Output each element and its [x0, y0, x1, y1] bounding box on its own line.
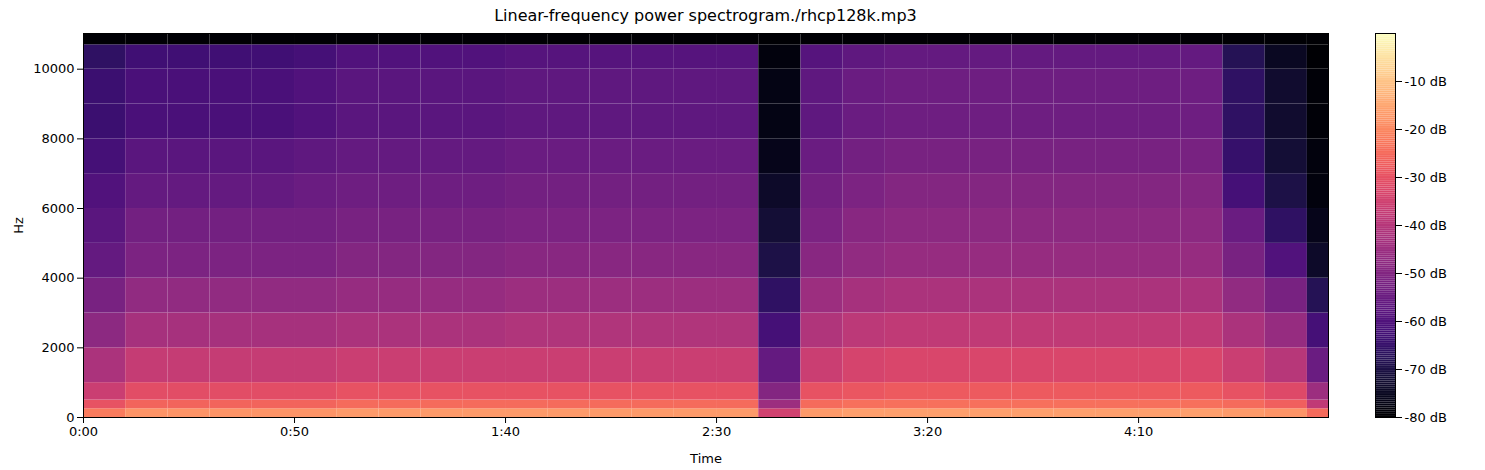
svg-text:3:20: 3:20 — [913, 424, 942, 439]
svg-text:1:40: 1:40 — [491, 424, 520, 439]
svg-text:6000: 6000 — [41, 201, 74, 216]
svg-text:-30 dB: -30 dB — [1405, 170, 1448, 185]
svg-text:0: 0 — [66, 410, 74, 425]
svg-text:0:50: 0:50 — [280, 424, 309, 439]
svg-text:-80 dB: -80 dB — [1405, 410, 1448, 425]
svg-text:-70 dB: -70 dB — [1405, 362, 1448, 377]
svg-text:2:30: 2:30 — [702, 424, 731, 439]
svg-text:-40 dB: -40 dB — [1405, 218, 1448, 233]
svg-text:-60 dB: -60 dB — [1405, 314, 1448, 329]
svg-text:-10 dB: -10 dB — [1405, 74, 1448, 89]
svg-text:0:00: 0:00 — [69, 424, 98, 439]
svg-text:-50 dB: -50 dB — [1405, 266, 1448, 281]
html-text:Linear-frequency power spectro: Linear-frequency power spectrogram./rhcp… — [494, 6, 917, 25]
svg-text:8000: 8000 — [41, 131, 74, 146]
svg-text:-20 dB: -20 dB — [1405, 122, 1448, 137]
svg-text:10000: 10000 — [33, 61, 74, 76]
svg-text:2000: 2000 — [41, 340, 74, 355]
svg-text:Time: Time — [689, 451, 722, 466]
svg-text:Hz: Hz — [11, 217, 26, 234]
svg-text:4000: 4000 — [41, 270, 74, 285]
svg-text:4:10: 4:10 — [1124, 424, 1153, 439]
